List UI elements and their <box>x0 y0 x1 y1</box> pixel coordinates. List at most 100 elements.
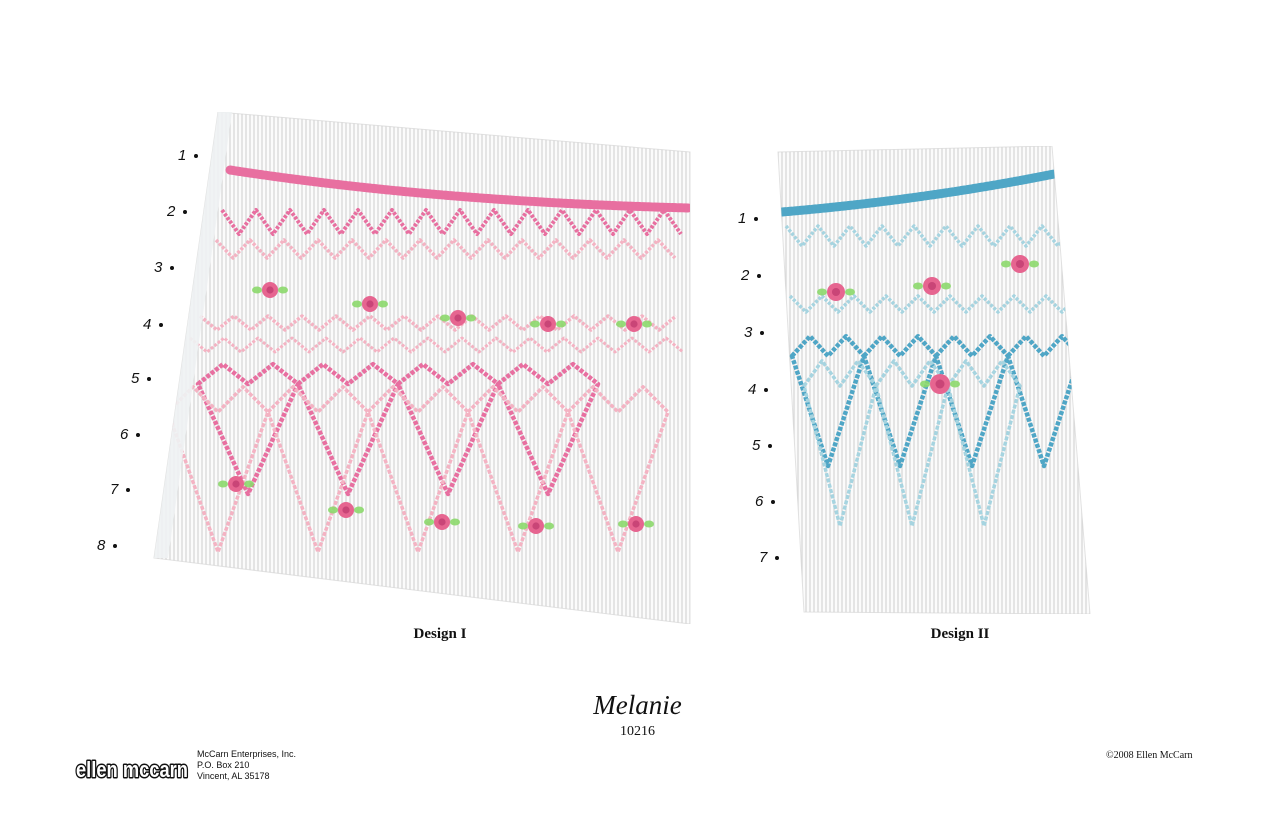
heart-mark <box>874 359 950 528</box>
leaf-mark <box>817 288 827 296</box>
rose-center-mark <box>266 286 274 294</box>
heart-mark <box>195 361 301 497</box>
heart-mark <box>946 359 1022 528</box>
design-1-row-label: 5 <box>131 370 152 387</box>
rose-center-mark <box>366 300 374 308</box>
heart-mark <box>466 385 570 554</box>
rose-center-mark <box>1015 259 1025 269</box>
rose-center-mark <box>438 518 446 526</box>
design-1-row-label: 1 <box>178 147 199 164</box>
design-1-smocking-photo <box>138 112 698 624</box>
design-2-smocking-photo <box>774 146 1094 614</box>
design-2-row-label: 5 <box>752 437 773 454</box>
heart-mark <box>802 359 878 528</box>
leaf-mark <box>544 522 554 530</box>
wave-row-mark <box>214 238 677 260</box>
design-1-row-label: 4 <box>143 316 164 333</box>
wave-row-mark <box>788 294 1080 314</box>
leaf-mark <box>642 320 652 328</box>
heart-mark <box>861 333 939 469</box>
pattern-title: Melanie <box>593 690 682 720</box>
wave-row-mark <box>220 208 683 236</box>
leaf-mark <box>616 320 626 328</box>
wave-row-mark <box>198 314 678 332</box>
heart-mark <box>295 361 401 497</box>
leaf-mark <box>424 518 434 526</box>
company-po-box: P.O. Box 210 <box>197 760 250 770</box>
cable-row-mark <box>225 165 690 213</box>
rose-center-mark <box>544 320 552 328</box>
pattern-number: 10216 <box>620 724 655 739</box>
design-2-caption: Design II <box>930 626 990 642</box>
leaf-mark <box>518 522 528 530</box>
company-name: McCarn Enterprises, Inc. <box>197 749 297 759</box>
company-city: Vincent, AL 35178 <box>197 771 270 781</box>
rose-center-mark <box>532 522 540 530</box>
leaf-mark <box>556 320 566 328</box>
wave-row-mark <box>784 224 1076 248</box>
leaf-mark <box>218 480 228 488</box>
wave-row-mark <box>189 336 684 354</box>
leaf-mark <box>440 314 450 322</box>
heart-mark <box>933 333 1011 469</box>
fabric-pleats <box>778 146 1090 614</box>
copyright-notice: ©2008 Ellen McCarn <box>1106 750 1193 761</box>
heart-mark <box>266 385 370 554</box>
leaf-mark <box>252 286 262 294</box>
design-1-row-label: 2 <box>167 203 188 220</box>
ellen-mccarn-logo: ellen mccarn ellen mccarn <box>74 750 190 784</box>
rose-center-mark <box>454 314 462 322</box>
leaf-mark <box>378 300 388 308</box>
leaf-mark <box>913 282 923 290</box>
design-1-row-label: 3 <box>154 259 175 276</box>
rose-center-mark <box>630 320 638 328</box>
design-1-row-label: 8 <box>97 537 118 554</box>
rose-center-mark <box>831 287 841 297</box>
design-1-caption: Design I <box>413 626 467 642</box>
leaf-mark <box>278 286 288 294</box>
design-2-row-label: 7 <box>759 549 780 566</box>
heart-mark <box>789 333 867 469</box>
leaf-mark <box>466 314 476 322</box>
leaf-mark <box>354 506 364 514</box>
rose-center-mark <box>342 506 350 514</box>
company-address: McCarn Enterprises, Inc. P.O. Box 210 Vi… <box>197 749 296 782</box>
design-2-row-label: 2 <box>741 267 762 284</box>
leaf-mark <box>328 506 338 514</box>
design-2-smocking-image <box>777 146 1091 614</box>
leaf-mark <box>618 520 628 528</box>
design-2-row-label: 3 <box>744 324 765 341</box>
leaf-mark <box>845 288 855 296</box>
leaf-mark <box>1001 260 1011 268</box>
design-2-row-label: 6 <box>755 493 776 510</box>
rose-center-mark <box>927 281 937 291</box>
leaf-mark <box>1029 260 1039 268</box>
heart-mark <box>495 361 601 497</box>
leaf-mark <box>530 320 540 328</box>
heart-mark <box>395 361 501 497</box>
fabric-edge-strip <box>154 112 232 558</box>
rose-center-mark <box>632 520 640 528</box>
leaf-mark <box>644 520 654 528</box>
rose-center-mark <box>935 379 945 389</box>
fabric-pleats <box>154 112 690 624</box>
rose-center-mark <box>232 480 240 488</box>
heart-mark <box>366 385 470 554</box>
leaf-mark <box>950 380 960 388</box>
leaf-mark <box>920 380 930 388</box>
logo-graphic: ellen mccarn ellen mccarn <box>75 756 190 784</box>
leaf-mark <box>244 480 254 488</box>
leaf-mark <box>450 518 460 526</box>
design-1-row-label: 6 <box>120 426 141 443</box>
heart-mark <box>166 385 270 554</box>
design-2-row-label: 4 <box>748 381 769 398</box>
design-1-smocking-image <box>153 112 691 624</box>
heart-mark <box>566 385 670 554</box>
heart-mark <box>1005 333 1083 469</box>
svg-text:ellen mccarn: ellen mccarn <box>76 757 188 782</box>
cable-row-mark <box>778 169 1059 217</box>
design-2-row-label: 1 <box>738 210 759 227</box>
leaf-mark <box>352 300 362 308</box>
design-1-row-label: 7 <box>110 481 131 498</box>
leaf-mark <box>941 282 951 290</box>
